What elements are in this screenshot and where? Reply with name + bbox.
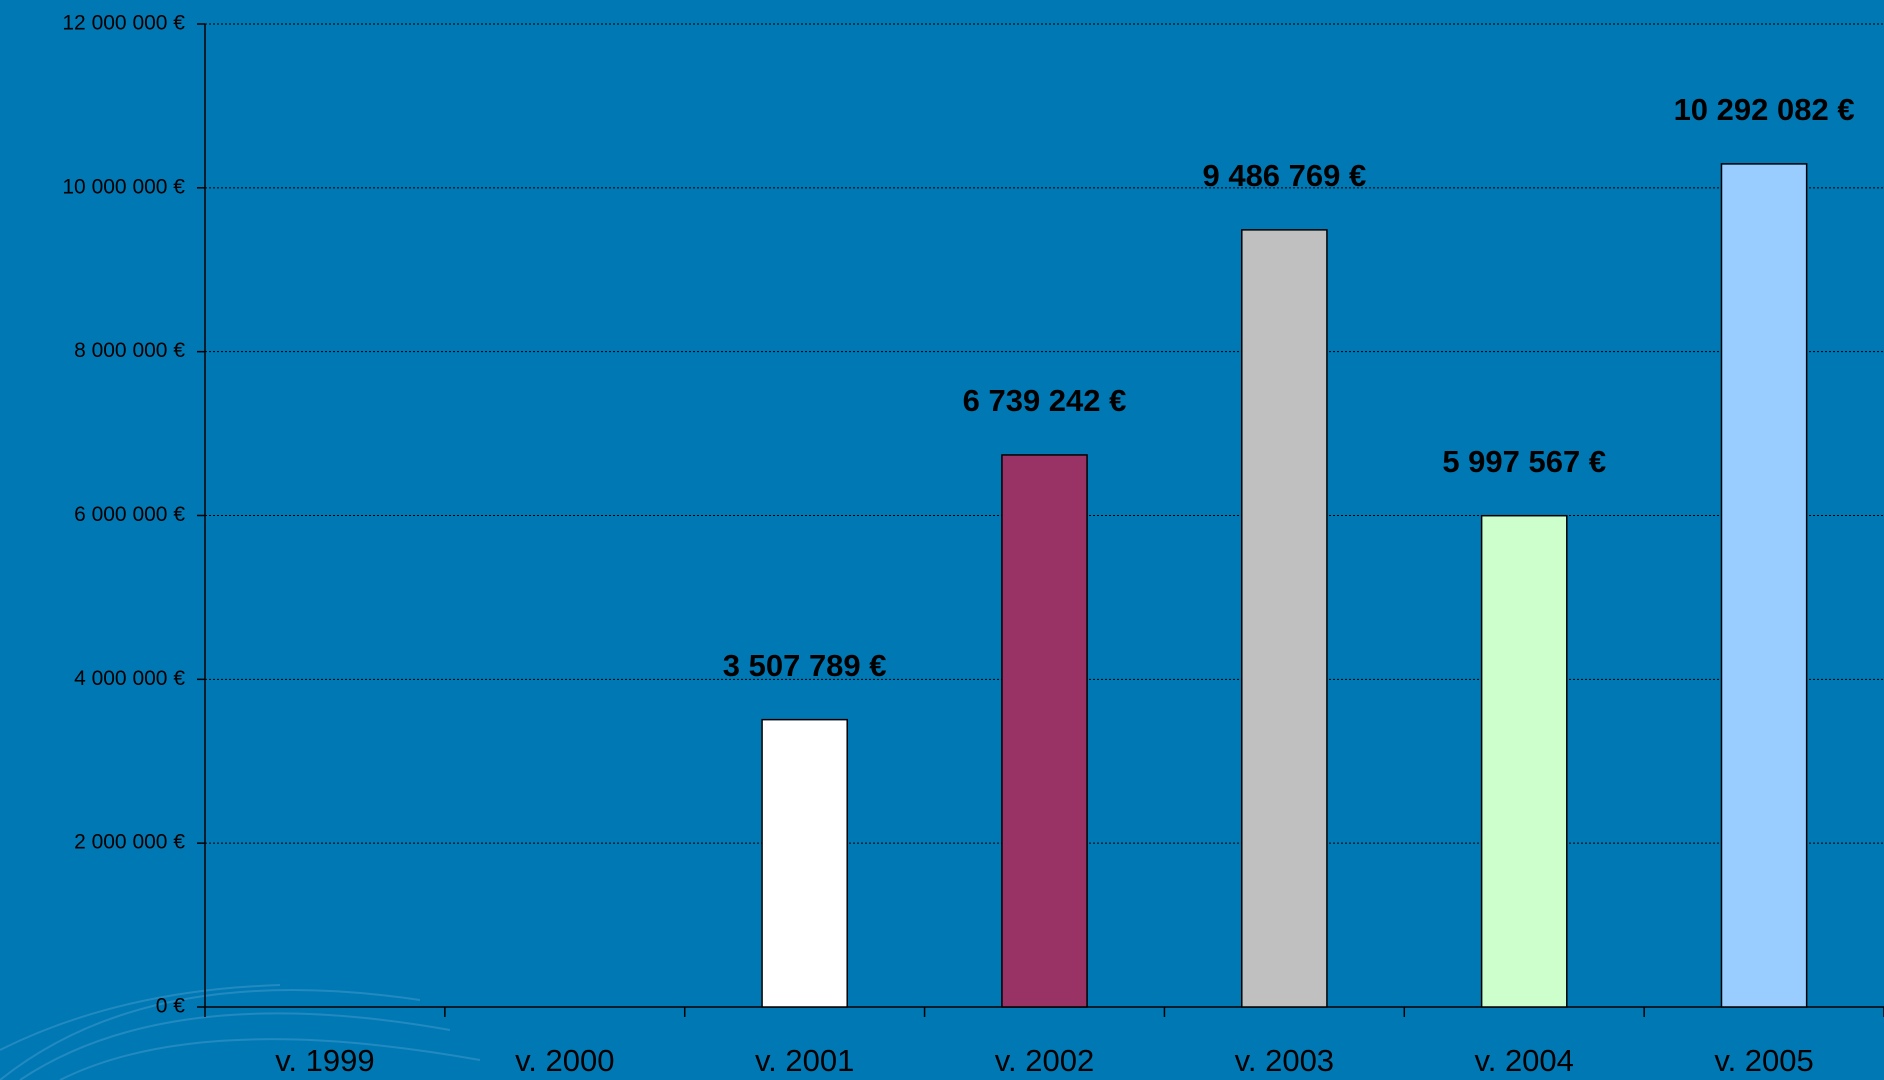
- y-tick-label: 8 000 000 €: [74, 339, 185, 362]
- x-tick-label: v. 2002: [995, 1043, 1094, 1078]
- y-tick-label: 2 000 000 €: [74, 831, 185, 854]
- value-label: 10 292 082 €: [1674, 92, 1855, 127]
- y-tick-label: 12 000 000 €: [62, 12, 185, 35]
- bar: [1241, 229, 1328, 1008]
- y-tick-label: 6 000 000 €: [74, 503, 185, 526]
- bar: [1720, 163, 1808, 1008]
- x-tick-label: v. 2000: [515, 1043, 614, 1078]
- x-tick-label: v. 2004: [1475, 1043, 1574, 1078]
- value-label: 3 507 789 €: [723, 648, 887, 683]
- x-tick-label: v. 1999: [275, 1043, 374, 1078]
- x-tick-label: v. 2005: [1714, 1043, 1813, 1078]
- decoration: [0, 984, 481, 1080]
- x-tick-label: v. 2001: [755, 1043, 854, 1078]
- value-label: 6 739 242 €: [963, 383, 1127, 418]
- x-tick-label: v. 2003: [1235, 1043, 1334, 1078]
- y-tick-label: 0 €: [156, 995, 186, 1018]
- bar: [1001, 454, 1088, 1008]
- y-tick-label: 10 000 000 €: [62, 175, 185, 198]
- bar: [1480, 514, 1568, 1008]
- value-label: 5 997 567 €: [1442, 444, 1606, 479]
- value-label: 9 486 769 €: [1202, 158, 1366, 193]
- bar: [761, 718, 848, 1008]
- y-tick-label: 4 000 000 €: [74, 667, 185, 690]
